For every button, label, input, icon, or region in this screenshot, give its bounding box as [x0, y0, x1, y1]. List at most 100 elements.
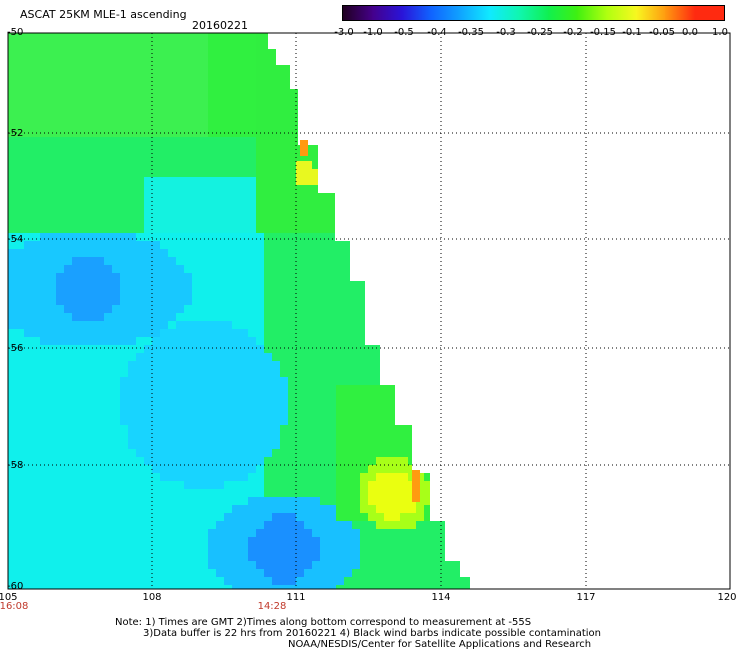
- wind-cell: [296, 345, 304, 353]
- wind-cell: [232, 297, 240, 305]
- wind-cell: [120, 473, 128, 481]
- wind-cell: [280, 81, 288, 89]
- wind-cell: [128, 241, 136, 249]
- wind-cell: [312, 177, 318, 185]
- wind-cell: [296, 233, 304, 241]
- wind-cell: [208, 105, 216, 113]
- wind-cell: [200, 481, 208, 489]
- wind-cell: [112, 329, 120, 337]
- wind-cell: [304, 201, 312, 209]
- wind-cell: [8, 273, 16, 281]
- wind-cell: [168, 225, 176, 233]
- wind-cell: [344, 369, 352, 377]
- wind-cell: [232, 73, 240, 81]
- wind-cell: [72, 329, 80, 337]
- wind-cell: [136, 41, 144, 49]
- wind-cell: [112, 457, 120, 465]
- wind-cell: [216, 401, 224, 409]
- wind-cell: [8, 513, 16, 521]
- wind-cell: [176, 585, 184, 589]
- wind-cell: [48, 169, 56, 177]
- wind-cell: [48, 561, 56, 569]
- wind-cell: [128, 537, 136, 545]
- wind-cell: [280, 393, 288, 401]
- wind-cell: [160, 225, 168, 233]
- wind-cell: [80, 409, 88, 417]
- wind-cell: [272, 265, 280, 273]
- wind-cell: [240, 57, 248, 65]
- wind-cell: [160, 489, 168, 497]
- wind-cell: [280, 305, 288, 313]
- wind-cell: [160, 305, 168, 313]
- wind-cell: [216, 281, 224, 289]
- wind-cell: [8, 385, 16, 393]
- wind-cell: [88, 529, 96, 537]
- wind-cell: [152, 457, 160, 465]
- wind-cell: [312, 377, 320, 385]
- wind-cell: [264, 505, 272, 513]
- wind-cell: [8, 73, 16, 81]
- wind-cell: [88, 177, 96, 185]
- wind-cell: [64, 497, 72, 505]
- wind-cell: [32, 473, 40, 481]
- wind-cell: [304, 553, 312, 561]
- wind-cell: [8, 209, 16, 217]
- wind-cell: [304, 209, 312, 217]
- wind-cell: [16, 537, 24, 545]
- wind-cell: [288, 305, 296, 313]
- wind-cell: [168, 361, 176, 369]
- wind-cell: [264, 121, 272, 129]
- wind-cell: [144, 81, 152, 89]
- wind-cell: [184, 377, 192, 385]
- wind-cell: [352, 369, 360, 377]
- wind-cell: [352, 425, 360, 433]
- wind-cell: [264, 153, 272, 161]
- wind-cell: [240, 153, 248, 161]
- wind-cell: [80, 353, 88, 361]
- wind-cell: [32, 441, 40, 449]
- wind-cell: [440, 529, 445, 537]
- wind-cell: [392, 457, 400, 465]
- wind-cell: [48, 433, 56, 441]
- wind-cell: [144, 281, 152, 289]
- wind-cell: [192, 153, 200, 161]
- wind-cell: [200, 137, 208, 145]
- wind-cell: [288, 193, 296, 201]
- wind-cell: [296, 209, 304, 217]
- wind-cell: [152, 513, 160, 521]
- wind-cell: [248, 569, 256, 577]
- wind-cell: [96, 81, 104, 89]
- colorbar: [342, 5, 725, 21]
- wind-cell: [232, 505, 240, 513]
- wind-cell: [152, 473, 160, 481]
- wind-cell: [328, 481, 336, 489]
- wind-cell: [320, 345, 328, 353]
- wind-cell: [328, 369, 336, 377]
- wind-cell: [440, 577, 448, 585]
- wind-cell: [136, 313, 144, 321]
- wind-cell: [72, 57, 80, 65]
- wind-cell: [120, 521, 128, 529]
- wind-cell: [88, 345, 96, 353]
- wind-cell: [256, 249, 264, 257]
- wind-cell: [144, 473, 152, 481]
- wind-cell: [312, 513, 320, 521]
- wind-cell: [208, 577, 216, 585]
- wind-cell: [280, 193, 288, 201]
- wind-cell: [200, 57, 208, 65]
- wind-cell: [56, 361, 64, 369]
- wind-cell: [384, 409, 392, 417]
- wind-cell: [192, 217, 200, 225]
- wind-cell: [328, 289, 336, 297]
- wind-cell: [88, 321, 96, 329]
- wind-cell: [56, 81, 64, 89]
- wind-cell: [264, 33, 268, 41]
- wind-cell: [352, 361, 360, 369]
- wind-cell: [144, 73, 152, 81]
- wind-cell: [128, 201, 136, 209]
- wind-cell: [64, 33, 72, 41]
- wind-cell: [216, 217, 224, 225]
- wind-cell: [296, 225, 304, 233]
- wind-cell: [168, 265, 176, 273]
- wind-cell: [216, 177, 224, 185]
